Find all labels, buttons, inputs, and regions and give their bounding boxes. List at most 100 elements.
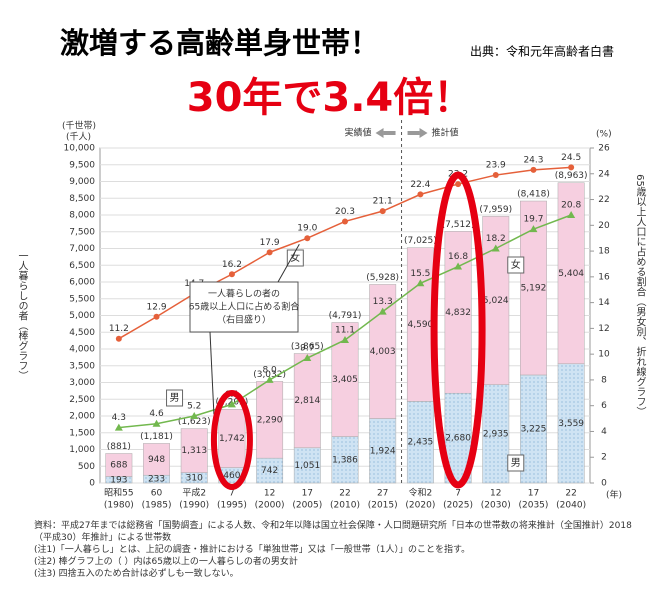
bar-female xyxy=(406,247,434,402)
y2-tick-label: 24 xyxy=(598,169,610,179)
y-tick-label: 7,000 xyxy=(69,244,95,254)
bar-label: 5,404 xyxy=(558,269,584,279)
annotation-arrow xyxy=(277,243,300,283)
line-label: 24.5 xyxy=(561,153,581,163)
note: 資料：平成27年までは総務省「国勢調査」による人数、令和2年以降は国立社会保障・… xyxy=(34,521,632,543)
y2-tick-label: 12 xyxy=(598,324,609,334)
highlight xyxy=(210,390,253,490)
x-tick-label: (1980) xyxy=(104,501,134,511)
bar-female xyxy=(293,353,321,449)
line-point xyxy=(379,208,386,215)
bar-male xyxy=(369,418,397,484)
y2-tick-label: 26 xyxy=(598,144,610,154)
y-tick-label: 8,500 xyxy=(69,194,95,204)
phase-label: 実績値 xyxy=(345,127,372,139)
bar-label: 1,924 xyxy=(370,446,396,456)
total-label: (1,623) xyxy=(178,417,211,427)
bar-label: 948 xyxy=(148,455,165,465)
x-tick-label: 22 xyxy=(565,489,576,499)
bar-label: 2,935 xyxy=(483,429,509,439)
line-point xyxy=(190,412,199,419)
x-tick-label: (2040) xyxy=(556,501,586,511)
y-tick-label: 5,500 xyxy=(69,294,95,304)
note: (注2) 棒グラフ上の（ ）内は65歳以上の一人暮らしの者の男女計 xyxy=(34,557,298,567)
bar-female xyxy=(444,231,472,394)
x-tick-label: (2020) xyxy=(405,501,435,511)
y-tick-label: 2,000 xyxy=(69,412,95,422)
line-label: 24.3 xyxy=(523,155,543,165)
y2-tick-label: 10 xyxy=(598,350,610,360)
bar-label: 1,386 xyxy=(332,455,358,465)
series-tag-label: 女 xyxy=(511,258,521,271)
bar-label: 5,192 xyxy=(521,283,547,293)
y-tick-label: 6,000 xyxy=(69,278,95,288)
line-label: 23.9 xyxy=(486,161,506,171)
bar-label: 1,742 xyxy=(219,434,245,444)
line-point xyxy=(114,423,123,431)
bar-male xyxy=(482,384,510,484)
bar-label: 233 xyxy=(148,475,165,485)
y2-tick-label: 2 xyxy=(601,453,607,463)
line-label: 18.2 xyxy=(486,234,506,244)
bar-male xyxy=(557,363,585,484)
line-label: 13.3 xyxy=(373,297,393,307)
annotation-arrow xyxy=(209,331,215,415)
y-tick-label: 1,000 xyxy=(69,445,95,455)
line-label: 19.7 xyxy=(523,215,543,225)
line-point xyxy=(341,335,349,343)
bar-female xyxy=(180,428,208,473)
x-tick-label: 昭和55 xyxy=(104,488,133,499)
line-point xyxy=(342,218,348,225)
line-point xyxy=(153,313,160,320)
bar-female xyxy=(105,453,133,477)
phase-arrow xyxy=(383,131,396,135)
line-label: 11.1 xyxy=(335,325,355,335)
x-tick-label: (2015) xyxy=(368,501,398,511)
y2-tick-label: 16 xyxy=(598,272,610,282)
y-tick-label: 6,500 xyxy=(69,261,95,271)
line-label: 21.1 xyxy=(373,197,393,207)
x-unit: (年) xyxy=(606,489,622,501)
bar-label: 2,435 xyxy=(408,438,434,448)
line-point xyxy=(227,400,236,408)
y-tick-label: 7,500 xyxy=(69,227,95,237)
line-point xyxy=(529,225,538,233)
line-point xyxy=(303,354,312,362)
note: (注1)「一人暮らし」とは、上記の調査・推計における「単独世帯」又は「一般世帯（… xyxy=(34,545,471,555)
x-tick-label: (2010) xyxy=(330,501,360,511)
phase-arrow xyxy=(407,131,420,135)
y-tick-label: 4,500 xyxy=(69,328,95,338)
y-tick-label: 2,500 xyxy=(69,395,95,405)
y2-title: 65歳以上人口に占める割合（男女別、折れ線グラフ） xyxy=(634,174,646,417)
line-point xyxy=(417,191,424,198)
bar-male xyxy=(256,457,284,484)
y-tick-label: 8,000 xyxy=(69,211,95,221)
y-tick-label: 10,000 xyxy=(64,144,96,154)
line-label: 20.8 xyxy=(561,201,581,211)
line-point xyxy=(491,244,500,252)
series-tag-label: 女 xyxy=(290,251,300,264)
series-tag-label: 男 xyxy=(170,392,180,404)
bar-label: 1,051 xyxy=(294,461,320,471)
y-tick-label: 9,500 xyxy=(69,160,95,170)
y2-tick-label: 18 xyxy=(598,247,610,257)
bar-female xyxy=(218,408,246,468)
series-tag xyxy=(507,256,525,274)
line-label: 16.8 xyxy=(448,252,468,262)
line-label: 15.5 xyxy=(410,269,430,279)
bar-label: 460 xyxy=(223,471,240,481)
total-label: (8,963) xyxy=(555,171,588,181)
annotation: 一人暮らしの者の xyxy=(208,288,280,300)
y-unit: (千人) xyxy=(66,132,91,143)
bar-label: 1,313 xyxy=(181,446,207,456)
x-tick-label: (2035) xyxy=(518,501,548,511)
line-point xyxy=(568,164,575,171)
y-title: 一人暮らしの者（棒グラフ） xyxy=(16,251,28,381)
line-label: 20.3 xyxy=(335,207,355,217)
bar-label: 310 xyxy=(186,473,203,483)
x-tick-label: (2025) xyxy=(443,501,473,511)
x-tick-label: 12 xyxy=(490,489,501,499)
line-label: 22.4 xyxy=(410,180,430,190)
headline: 30年で3.4倍！ xyxy=(187,75,474,121)
